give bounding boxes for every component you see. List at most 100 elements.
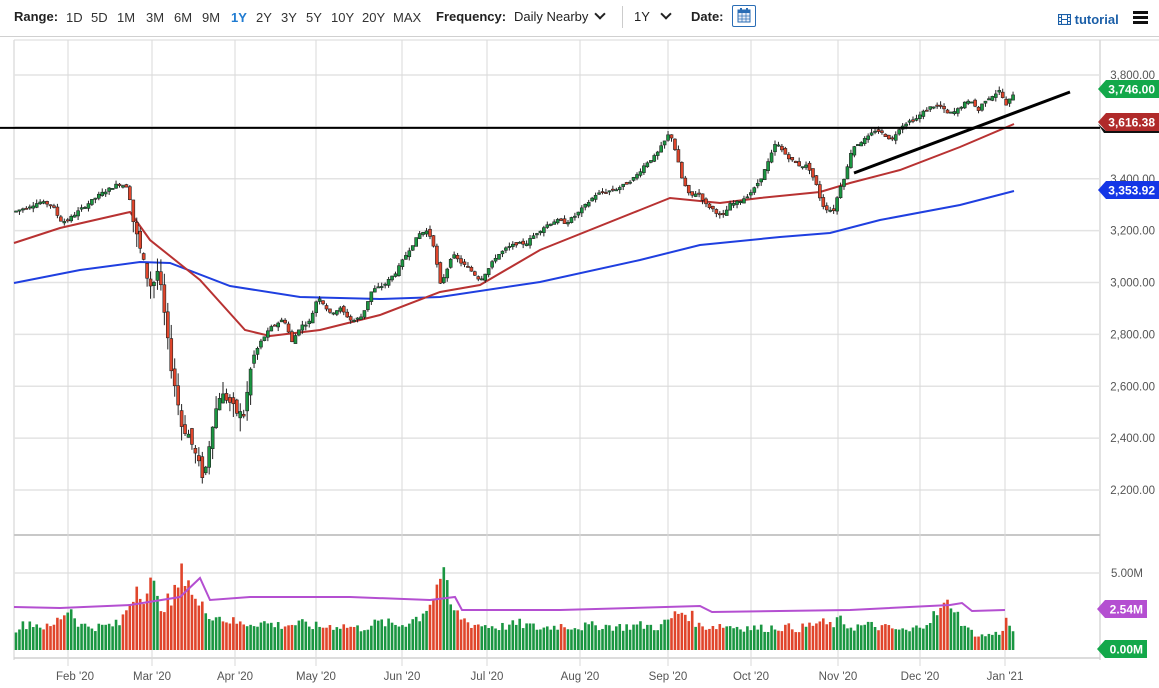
volume-bar-down (973, 636, 977, 650)
volume-bar-down (939, 607, 942, 650)
candle-up (14, 210, 18, 213)
range-3y[interactable]: 3Y (281, 10, 297, 25)
candle-down (690, 191, 695, 196)
candle-down (52, 205, 56, 208)
candle-up (38, 201, 42, 205)
price-tick-label: 3,000.00 (1110, 278, 1155, 290)
candle-down (938, 104, 943, 107)
candle-down (235, 399, 239, 414)
volume-bar-up (256, 626, 259, 650)
candle-down (704, 198, 708, 205)
range-5y[interactable]: 5Y (306, 10, 322, 25)
volume-bar-up (646, 624, 649, 650)
volume-bar-down (797, 632, 801, 650)
volume-last-tag: 0.00M (1097, 640, 1147, 658)
range-1y[interactable]: 1Y (231, 10, 247, 25)
period-dropdown[interactable]: 1Y (634, 8, 672, 24)
candle-up (914, 118, 919, 121)
candle-down (24, 207, 29, 210)
candle-down (521, 240, 525, 245)
volume-bar-down (891, 628, 894, 650)
candle-up (331, 312, 336, 315)
volume-bar-down (228, 623, 232, 650)
range-2y[interactable]: 2Y (256, 10, 272, 25)
range-1m[interactable]: 1M (117, 10, 136, 25)
volume-bar-up (69, 609, 73, 650)
candle-up (987, 98, 991, 101)
candle-up (297, 329, 301, 336)
candle-down (183, 424, 187, 434)
volume-bar-up (107, 623, 111, 650)
candle-up (849, 152, 853, 168)
volume-bar-down (687, 621, 691, 650)
range-10y[interactable]: 10Y (331, 10, 355, 25)
volume-bar-down (325, 627, 328, 650)
candle-down (328, 308, 332, 313)
candle-up (949, 111, 953, 114)
candle-up (269, 326, 274, 332)
range-3m[interactable]: 3M (146, 10, 165, 25)
ma-200-tag: 3,353.92 (1098, 181, 1159, 199)
volume-bar-up (949, 608, 953, 650)
candle-down (680, 162, 684, 179)
volume-bar-up (804, 626, 808, 650)
candle-up (728, 203, 732, 211)
volume-bar-down (690, 610, 694, 650)
candle-up (579, 207, 584, 214)
candle-up (217, 398, 222, 411)
volume-bar-up (932, 611, 935, 650)
candle-up (614, 189, 619, 192)
candle-up (500, 250, 505, 255)
candle-down (341, 306, 346, 313)
candle-up (252, 354, 256, 364)
candle-down (976, 106, 981, 111)
volume-bar-down (197, 605, 201, 650)
candle-up (21, 208, 25, 211)
calendar-icon (737, 8, 751, 23)
volume-bar-up (842, 624, 846, 650)
hamburger-menu-icon[interactable] (1133, 11, 1148, 24)
candle-down (473, 271, 477, 276)
candle-up (918, 114, 922, 119)
candle-up (34, 203, 39, 208)
volume-bar-up (1008, 625, 1011, 650)
volume-bar-down (63, 615, 66, 650)
candle-up (907, 120, 912, 123)
volume-bar-down (470, 627, 473, 650)
candle-up (959, 106, 964, 109)
candle-up (279, 319, 284, 323)
range-max[interactable]: MAX (393, 10, 422, 25)
range-9m[interactable]: 9M (202, 10, 221, 25)
candle-down (48, 204, 53, 207)
range-1d[interactable]: 1D (66, 10, 83, 25)
range-5d[interactable]: 5D (91, 10, 108, 25)
month-tick-label: Jun '20 (384, 671, 421, 683)
candle-up (776, 144, 781, 147)
volume-bar-down (169, 605, 173, 650)
tutorial-link[interactable]: tutorial (1058, 12, 1119, 27)
candle-up (517, 241, 522, 244)
volume-bar-down (173, 584, 176, 650)
volume-bar-down (877, 630, 880, 650)
candle-up (524, 243, 529, 247)
candle-up (155, 270, 160, 281)
candle-up (207, 446, 211, 468)
volume-bar-down (194, 598, 197, 650)
candle-down (228, 397, 232, 403)
candle-up (548, 223, 553, 226)
calendar-button[interactable] (732, 5, 756, 27)
volume-bar-down (887, 625, 891, 650)
candle-down (611, 188, 615, 191)
frequency-dropdown[interactable]: Daily Nearby (514, 8, 607, 24)
range-6m[interactable]: 6M (174, 10, 193, 25)
volume-bar-up (835, 617, 839, 650)
volume-bar-up (849, 627, 853, 650)
volume-bar-up (452, 610, 456, 650)
range-20y[interactable]: 20Y (362, 10, 386, 25)
volume-bar-up (556, 629, 559, 650)
volume-bar-up (997, 634, 1001, 650)
candle-down (200, 456, 205, 479)
candle-down (345, 311, 350, 318)
month-tick-label: Nov '20 (819, 671, 858, 683)
